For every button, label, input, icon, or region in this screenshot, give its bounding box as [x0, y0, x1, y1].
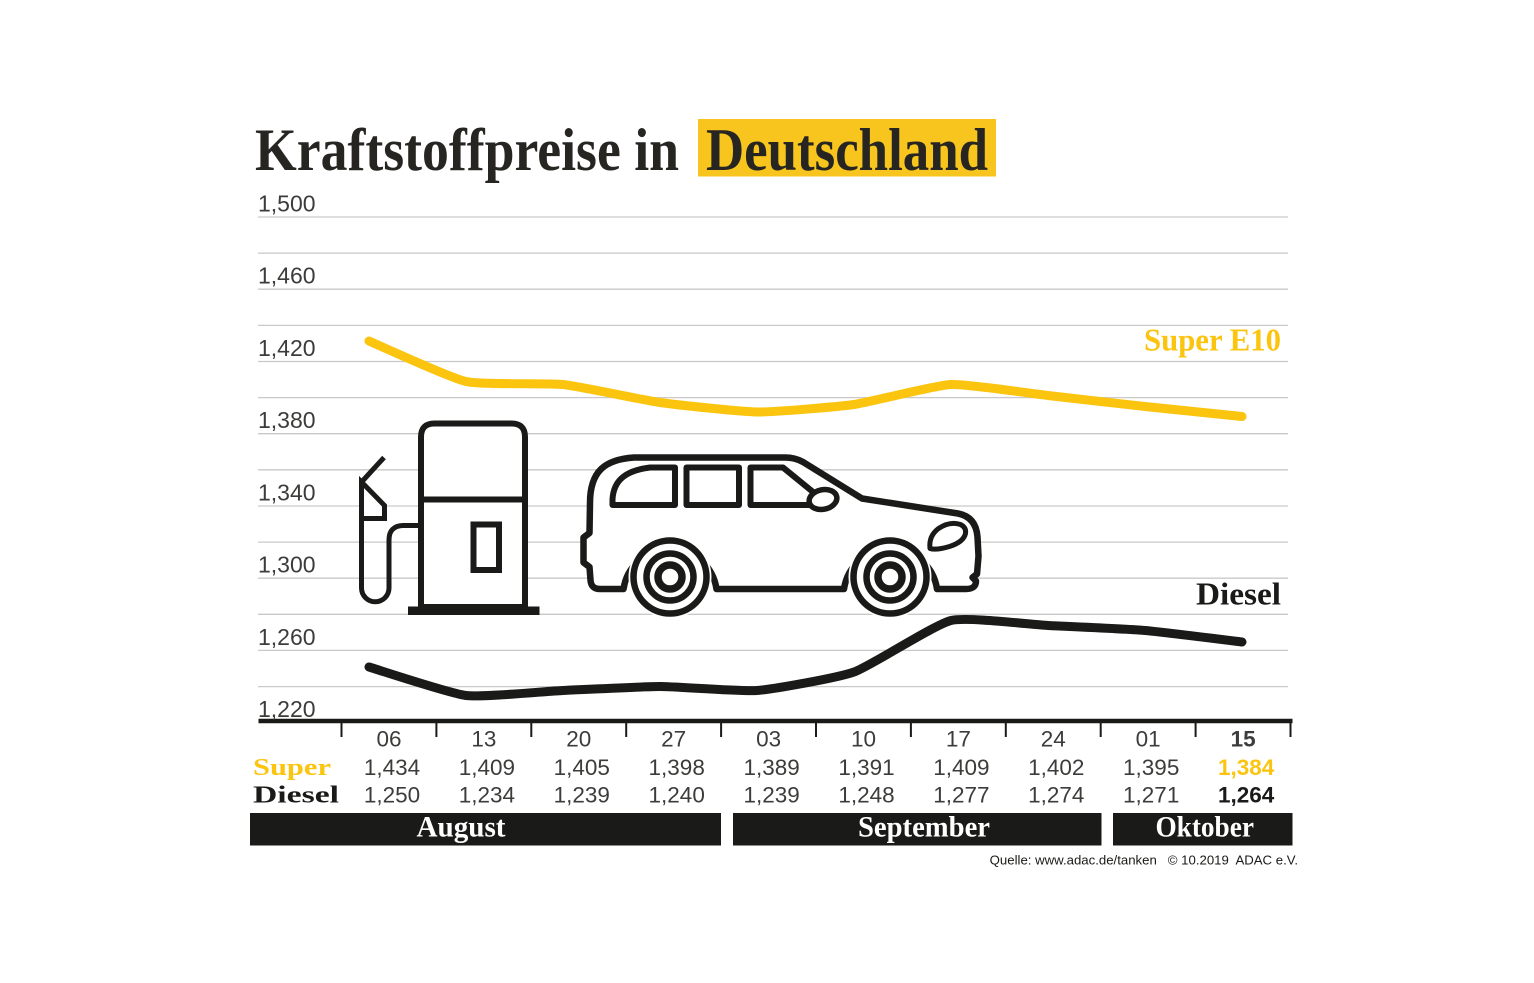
- svg-text:20: 20: [566, 727, 591, 752]
- svg-text:1,274: 1,274: [1028, 782, 1084, 807]
- svg-text:1,250: 1,250: [364, 782, 420, 807]
- svg-text:1,384: 1,384: [1218, 755, 1275, 780]
- svg-text:1,434: 1,434: [364, 755, 420, 780]
- svg-text:24: 24: [1041, 727, 1066, 752]
- svg-text:Super E10: Super E10: [1144, 323, 1281, 358]
- svg-text:1,500: 1,500: [258, 191, 316, 217]
- svg-text:1,402: 1,402: [1028, 755, 1084, 780]
- svg-text:1,380: 1,380: [258, 407, 316, 433]
- svg-text:1,391: 1,391: [838, 755, 894, 780]
- svg-text:September: September: [858, 811, 990, 844]
- svg-text:15: 15: [1231, 727, 1256, 752]
- svg-text:06: 06: [376, 727, 401, 752]
- svg-text:1,234: 1,234: [459, 782, 515, 807]
- svg-text:1,340: 1,340: [258, 480, 316, 506]
- svg-text:1,398: 1,398: [649, 755, 705, 780]
- svg-text:1,248: 1,248: [838, 782, 894, 807]
- svg-text:27: 27: [661, 727, 686, 752]
- svg-text:Diesel: Diesel: [253, 782, 339, 808]
- svg-text:01: 01: [1136, 727, 1161, 752]
- svg-text:1,220: 1,220: [258, 696, 316, 722]
- svg-text:1,239: 1,239: [554, 782, 610, 807]
- svg-text:1,420: 1,420: [258, 335, 316, 361]
- svg-text:1,239: 1,239: [743, 782, 799, 807]
- svg-text:Deutschland: Deutschland: [706, 117, 988, 183]
- svg-text:1,409: 1,409: [933, 755, 989, 780]
- svg-text:Diesel: Diesel: [1196, 577, 1281, 612]
- svg-text:1,405: 1,405: [554, 755, 610, 780]
- svg-text:1,240: 1,240: [649, 782, 705, 807]
- svg-text:03: 03: [756, 727, 781, 752]
- svg-text:August: August: [417, 811, 506, 844]
- svg-text:Quelle: www.adac.de/tanken ©: Quelle: www.adac.de/tanken © 10.2019 ADA…: [990, 853, 1298, 868]
- svg-text:1,277: 1,277: [933, 782, 989, 807]
- svg-text:1,300: 1,300: [258, 552, 316, 578]
- svg-text:17: 17: [946, 727, 971, 752]
- svg-text:1,271: 1,271: [1123, 782, 1179, 807]
- svg-text:13: 13: [471, 727, 496, 752]
- svg-text:1,460: 1,460: [258, 263, 316, 289]
- svg-text:1,264: 1,264: [1218, 782, 1275, 807]
- svg-text:1,260: 1,260: [258, 624, 316, 650]
- svg-text:1,389: 1,389: [743, 755, 799, 780]
- svg-text:Super: Super: [253, 755, 331, 781]
- svg-text:Kraftstoffpreise in: Kraftstoffpreise in: [255, 117, 679, 183]
- svg-text:10: 10: [851, 727, 876, 752]
- svg-text:1,409: 1,409: [459, 755, 515, 780]
- svg-text:1,395: 1,395: [1123, 755, 1179, 780]
- svg-text:Oktober: Oktober: [1155, 811, 1254, 844]
